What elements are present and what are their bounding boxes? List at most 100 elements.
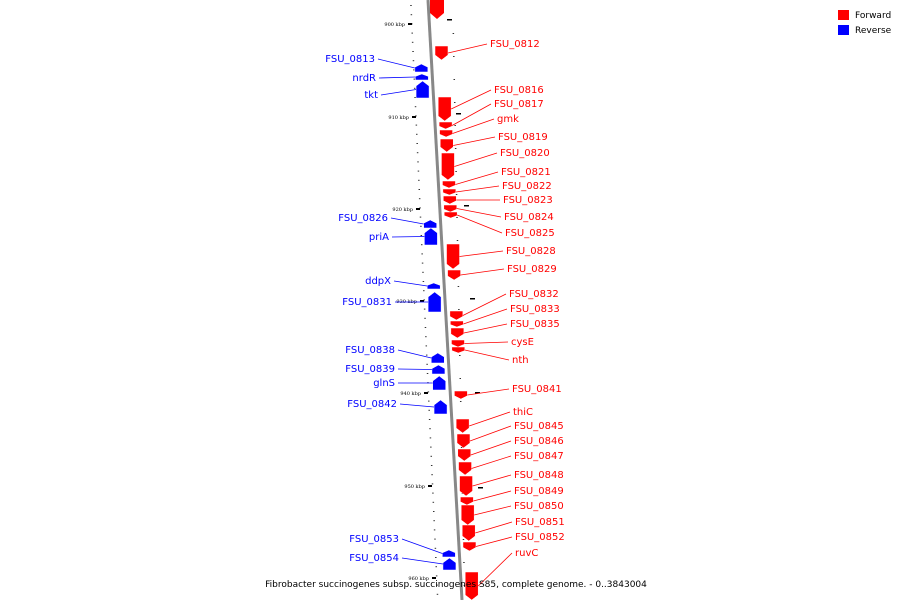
gene-fsu-0842[interactable] <box>434 400 447 414</box>
gene-label-fsu-0851[interactable]: FSU_0851 <box>515 517 565 528</box>
gene-label-pria[interactable]: priA <box>369 232 389 243</box>
gene-fsu-0825[interactable] <box>444 212 457 218</box>
gene-fsu-0846[interactable] <box>458 449 471 461</box>
scale-dot <box>413 69 415 70</box>
leader-line-cyse <box>464 342 508 344</box>
gene-label-fsu-0833[interactable]: FSU_0833 <box>510 304 560 315</box>
gene-glns[interactable] <box>433 376 446 390</box>
gene-fsu-0850[interactable] <box>461 505 474 525</box>
gene-label-fsu-0812[interactable]: FSU_0812 <box>490 39 540 50</box>
gene-ddpx[interactable] <box>427 283 440 289</box>
gene-fsu-0823[interactable] <box>443 196 456 204</box>
gene-fsu-0817[interactable] <box>439 122 452 129</box>
gene-gmk[interactable] <box>440 130 453 137</box>
gene-fsu-0813[interactable] <box>415 64 428 72</box>
gene-fsu-0820[interactable] <box>441 153 454 180</box>
gene-fsu-0819[interactable] <box>440 139 453 152</box>
gene-label-fsu-0817[interactable]: FSU_0817 <box>494 99 544 110</box>
gene-fsu-0853[interactable] <box>442 550 455 557</box>
leader-line-nrdr <box>379 77 415 78</box>
gene-fsu-0845[interactable] <box>457 434 470 448</box>
gene-fsu-0849[interactable] <box>460 497 473 505</box>
gene-fsu-0851[interactable] <box>462 525 475 541</box>
scale-dot <box>412 42 414 43</box>
leader-line-fsu-0832 <box>463 294 506 316</box>
gene-fsu-0824[interactable] <box>444 205 457 212</box>
leader-line-fsu-0826 <box>391 218 424 224</box>
gene-fsu-0828[interactable] <box>447 244 460 269</box>
gene-fsu-0852[interactable] <box>463 542 476 551</box>
gene-fsu-0812[interactable] <box>435 46 448 60</box>
gene-label-fsu-0829[interactable]: FSU_0829 <box>507 264 557 275</box>
gene-label-fsu-0854[interactable]: FSU_0854 <box>349 553 399 564</box>
gene-label-fsu-0820[interactable]: FSU_0820 <box>500 148 550 159</box>
scale-dot <box>430 437 432 438</box>
gene-label-glns[interactable]: glnS <box>373 378 395 389</box>
gene-label-tkt[interactable]: tkt <box>364 90 378 101</box>
gene-label-ruvc[interactable]: ruvC <box>515 548 538 559</box>
gene-label-fsu-0825[interactable]: FSU_0825 <box>505 228 555 239</box>
leader-line-nth <box>465 350 509 360</box>
gene-fsu-0832[interactable] <box>450 311 463 320</box>
leader-line-gmk <box>453 119 494 134</box>
gene-label-fsu-0838[interactable]: FSU_0838 <box>345 345 395 356</box>
gene-label-fsu-0831[interactable]: FSU_0831 <box>342 297 392 308</box>
gene-fsu-0829[interactable] <box>448 270 461 280</box>
gene-label-fsu-0832[interactable]: FSU_0832 <box>509 289 559 300</box>
gene-fsu-0854[interactable] <box>443 558 456 570</box>
gene-label-fsu-0822[interactable]: FSU_0822 <box>502 181 552 192</box>
leader-line-fsu-0851 <box>475 522 512 533</box>
gene-label-fsu-0847[interactable]: FSU_0847 <box>514 451 564 462</box>
gene-label-fsu-0835[interactable]: FSU_0835 <box>510 319 560 330</box>
gene-label-fsu-0819[interactable]: FSU_0819 <box>498 132 548 143</box>
gene-nth[interactable] <box>452 347 465 353</box>
gene-label-fsu-0849[interactable]: FSU_0849 <box>514 486 564 497</box>
gene-label-thic[interactable]: thiC <box>513 407 533 418</box>
gene-fsu-0821[interactable] <box>442 181 455 188</box>
gene-fsu-0835[interactable] <box>451 328 464 338</box>
gene-label-fsu-0842[interactable]: FSU_0842 <box>347 399 397 410</box>
gene-label-fsu-0853[interactable]: FSU_0853 <box>349 534 399 545</box>
gene-label-fsu-0826[interactable]: FSU_0826 <box>338 213 388 224</box>
gene-label-fsu-0821[interactable]: FSU_0821 <box>501 167 551 178</box>
gene-fsu-0841[interactable] <box>454 391 467 399</box>
gene-label-nth[interactable]: nth <box>512 355 529 366</box>
gene-label-fsu-0852[interactable]: FSU_0852 <box>515 532 565 543</box>
gene-label-fsu-0850[interactable]: FSU_0850 <box>514 501 564 512</box>
gene-label-nrdr[interactable]: nrdR <box>352 73 376 84</box>
gene-pria[interactable] <box>424 228 437 245</box>
gene-thic[interactable] <box>456 419 469 433</box>
gene-label-cyse[interactable]: cysE <box>511 337 534 348</box>
gene-fsu-0848[interactable] <box>460 476 473 496</box>
leader-line-fsu-0833 <box>463 309 507 324</box>
gene-fsu-0847[interactable] <box>459 462 472 475</box>
leader-line-fsu-0828 <box>460 251 503 257</box>
tick-dash <box>456 113 461 115</box>
gene-fsu-0839[interactable] <box>432 365 445 374</box>
gene-label-gmk[interactable]: gmk <box>497 114 519 125</box>
gene-fsu-0838[interactable] <box>431 353 444 363</box>
gene-tkt[interactable] <box>416 81 429 98</box>
gene-fsu-0816[interactable] <box>438 97 451 121</box>
gene-fsu-0826[interactable] <box>424 220 437 228</box>
gene-label-fsu-0845[interactable]: FSU_0845 <box>514 421 564 432</box>
scale-dot <box>421 244 423 245</box>
gene-label-fsu-0839[interactable]: FSU_0839 <box>345 364 395 375</box>
gene-label-fsu-0824[interactable]: FSU_0824 <box>504 212 554 223</box>
gene-label-fsu-0813[interactable]: FSU_0813 <box>325 54 375 65</box>
gene-label-fsu-0841[interactable]: FSU_0841 <box>512 384 562 395</box>
gene-nrdr[interactable] <box>415 74 428 80</box>
scale-dot <box>417 161 419 162</box>
tick-dash <box>447 19 452 21</box>
gene-cyse[interactable] <box>451 340 464 347</box>
gene-fsu-0833[interactable] <box>450 321 463 327</box>
gene-label-ddpx[interactable]: ddpX <box>365 276 391 287</box>
gene-label-fsu-0823[interactable]: FSU_0823 <box>503 195 553 206</box>
major-tick <box>432 577 436 579</box>
gene-label-fsu-0816[interactable]: FSU_0816 <box>494 85 544 96</box>
gene-label-fsu-0848[interactable]: FSU_0848 <box>514 470 564 481</box>
gene-fsu-0822[interactable] <box>443 189 456 195</box>
gene-label-fsu-0846[interactable]: FSU_0846 <box>514 436 564 447</box>
gene-fsu-0831[interactable] <box>428 292 441 312</box>
gene-label-fsu-0828[interactable]: FSU_0828 <box>506 246 556 257</box>
